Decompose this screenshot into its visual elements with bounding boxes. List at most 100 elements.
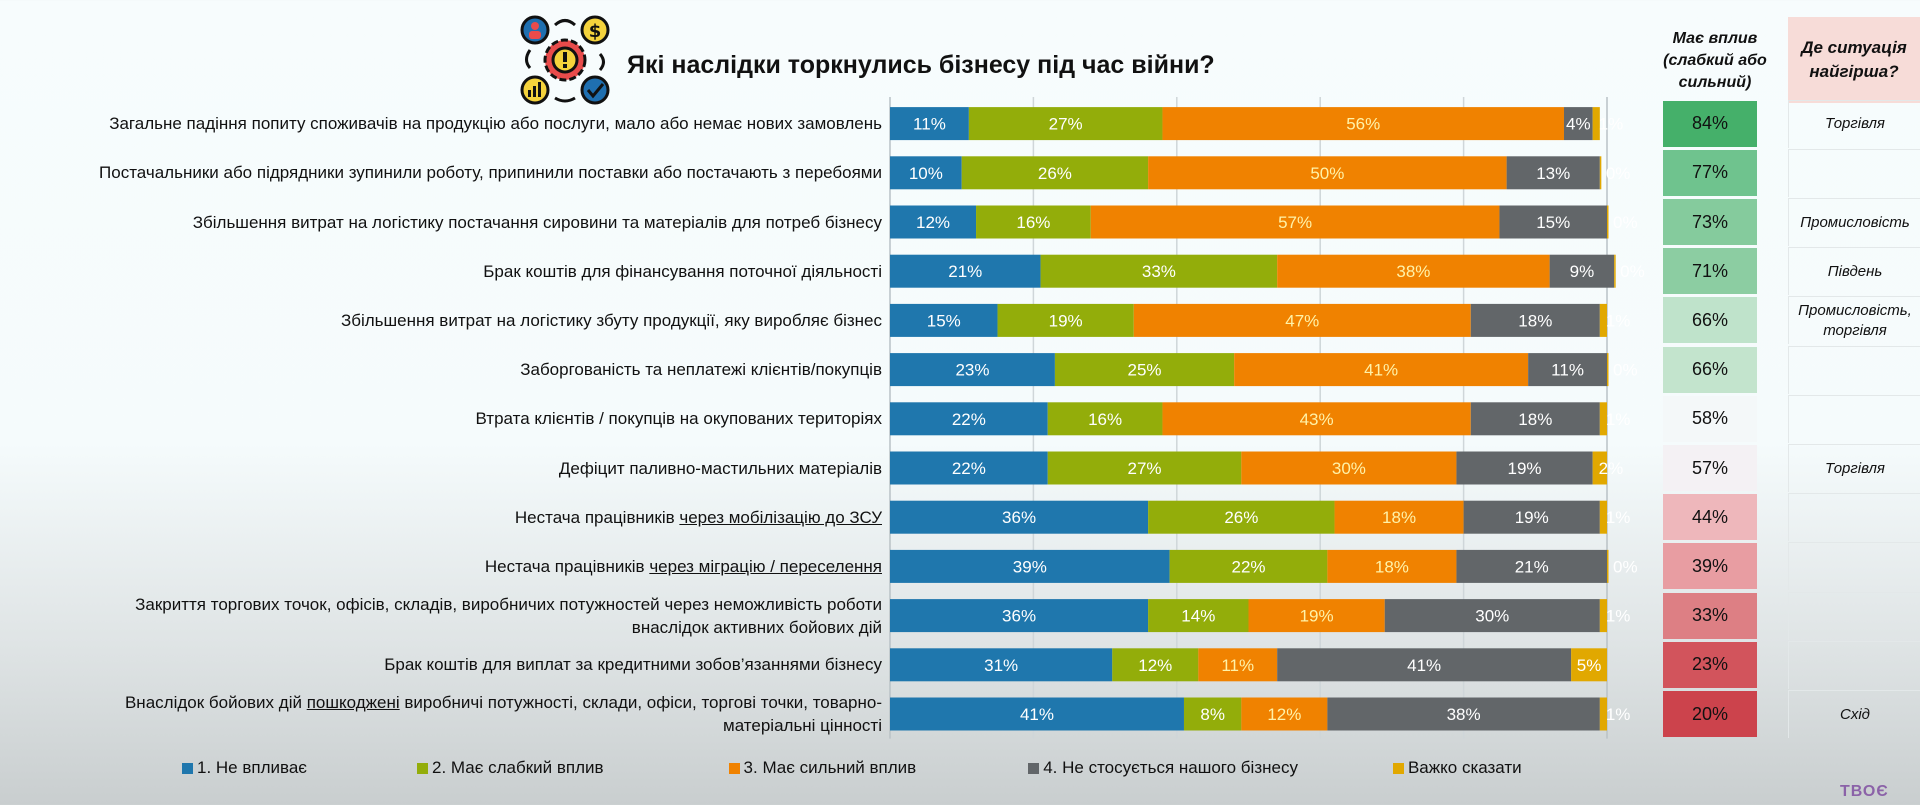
bar-segment bbox=[890, 500, 1149, 534]
bar-segment bbox=[1506, 156, 1600, 190]
bar-segment bbox=[1456, 549, 1607, 583]
impact-value-cell: 23% bbox=[1663, 641, 1757, 688]
bar-value-label: 27% bbox=[1049, 115, 1083, 134]
bar-segment bbox=[1183, 697, 1242, 731]
bar-value-label: 11% bbox=[1221, 656, 1254, 675]
impact-value-cell: 77% bbox=[1663, 149, 1757, 196]
bar-value-label: 43% bbox=[1300, 410, 1334, 429]
bar-segment bbox=[1470, 303, 1600, 337]
business-impact-gear-icon: $ bbox=[520, 15, 610, 105]
bar-segment bbox=[890, 402, 1048, 436]
bar-value-label: 12% bbox=[916, 213, 950, 232]
bar-value-label: 16% bbox=[1088, 410, 1122, 429]
bar-value-label: 0% bbox=[1620, 262, 1645, 281]
worst-region-cell: Торгівля bbox=[1788, 444, 1920, 492]
bar-segment bbox=[1571, 648, 1607, 682]
bar-segment bbox=[1047, 451, 1242, 485]
bar-value-label: 1% bbox=[1606, 508, 1631, 527]
bar-value-label: 4% bbox=[1566, 115, 1591, 134]
bar-segment bbox=[1563, 107, 1593, 141]
worst-region-cell: Торгівля bbox=[1788, 99, 1920, 148]
bar-segment bbox=[976, 205, 1091, 239]
bar-segment bbox=[1040, 254, 1278, 288]
bar-segment bbox=[890, 303, 998, 337]
bar-segment bbox=[1241, 697, 1328, 731]
category-label: Брак коштів для фінансування поточної ді… bbox=[483, 261, 882, 281]
bar-value-label: 1% bbox=[1606, 607, 1631, 626]
worst-region-cell bbox=[1788, 542, 1920, 591]
bar-value-label: 2% bbox=[1599, 459, 1624, 478]
bar-value-label: 36% bbox=[1002, 607, 1036, 626]
category-label: Нестача працівників через мобілізацію до… bbox=[514, 507, 882, 527]
worst-region-cell: Промисловість bbox=[1788, 198, 1920, 246]
bar-segment bbox=[1592, 107, 1600, 141]
legend-label: 2. Має слабкий вплив bbox=[431, 758, 604, 777]
impact-value-cell: 39% bbox=[1663, 543, 1757, 590]
bar-segment bbox=[1599, 156, 1602, 190]
category-label: Дефіцит паливно-мастильних матеріалів bbox=[558, 458, 882, 478]
bar-value-label: 18% bbox=[1518, 410, 1552, 429]
bar-value-label: 50% bbox=[1310, 164, 1344, 183]
bar-value-label: 41% bbox=[1020, 705, 1054, 724]
bar-segment bbox=[890, 254, 1041, 288]
impact-value-cell: 84% bbox=[1663, 100, 1757, 147]
bar-value-label: 21% bbox=[948, 262, 982, 281]
legend-swatch-icon bbox=[1028, 762, 1040, 774]
bar-value-label: 15% bbox=[1536, 213, 1570, 232]
bar-value-label: 0% bbox=[1613, 361, 1638, 380]
impact-value-cell: 73% bbox=[1663, 199, 1757, 245]
bar-value-label: 25% bbox=[1128, 361, 1162, 380]
bar-segment bbox=[1047, 402, 1163, 436]
impact-value-cell: 71% bbox=[1663, 248, 1757, 295]
bar-segment bbox=[1607, 205, 1609, 239]
bar-segment bbox=[1090, 205, 1500, 239]
bar-value-label: 19% bbox=[1508, 459, 1542, 478]
bar-segment bbox=[1599, 697, 1607, 731]
legend-item: 4. Не стосується нашого бізнесу bbox=[1028, 758, 1298, 778]
bar-segment bbox=[1277, 648, 1572, 682]
bar-value-label: 12% bbox=[1267, 705, 1301, 724]
legend-swatch-icon bbox=[182, 762, 193, 774]
bar-value-label: 16% bbox=[1016, 213, 1050, 232]
bar-value-label: 22% bbox=[952, 459, 986, 478]
bar-segment bbox=[1234, 353, 1529, 387]
bar-value-label: 30% bbox=[1332, 459, 1366, 478]
bar-segment bbox=[1198, 648, 1278, 682]
bar-value-label: 0% bbox=[1613, 557, 1638, 576]
bar-segment bbox=[1470, 402, 1600, 436]
legend-label: Важко сказати bbox=[1407, 758, 1522, 777]
bar-value-label: 11% bbox=[913, 115, 946, 134]
category-label: Постачальники або підрядники зупинили ро… bbox=[99, 163, 882, 183]
worst-region-cell bbox=[1788, 148, 1920, 197]
bar-value-label: 15% bbox=[927, 311, 961, 330]
bar-segment bbox=[1456, 451, 1593, 485]
bar-value-label: 56% bbox=[1346, 115, 1380, 134]
impact-value-cell: 57% bbox=[1663, 445, 1757, 491]
bar-segment bbox=[890, 648, 1113, 682]
bar-value-label: 9% bbox=[1570, 262, 1595, 281]
impact-value-cell: 33% bbox=[1663, 592, 1757, 639]
bar-segment bbox=[1549, 254, 1615, 288]
bar-value-label: 18% bbox=[1375, 557, 1409, 576]
svg-text:$: $ bbox=[589, 21, 602, 42]
worst-region-cell bbox=[1788, 394, 1920, 443]
bar-segment bbox=[1277, 254, 1550, 288]
bar-value-label: 1% bbox=[1606, 311, 1631, 330]
bar-segment bbox=[890, 107, 969, 141]
bar-segment bbox=[1327, 549, 1457, 583]
impact-value-cell: 20% bbox=[1663, 691, 1757, 737]
bar-value-label: 18% bbox=[1382, 508, 1416, 527]
worst-column-header: Де ситуація найгірша? bbox=[1788, 17, 1920, 103]
bar-segment bbox=[1162, 402, 1471, 436]
bar-segment bbox=[890, 353, 1055, 387]
bar-value-label: 0% bbox=[1613, 213, 1638, 232]
bar-value-label: 1% bbox=[1606, 705, 1631, 724]
category-label: Брак коштів для виплат за кредитними зоб… bbox=[384, 655, 882, 675]
bar-segment bbox=[1599, 599, 1607, 633]
legend-swatch-icon bbox=[416, 762, 428, 774]
worst-region-cell: Південь bbox=[1788, 247, 1920, 296]
bar-value-label: 33% bbox=[1142, 262, 1176, 281]
bar-value-label: 57% bbox=[1278, 213, 1312, 232]
impact-column-header: Має вплив (слабкий або сильний) bbox=[1663, 30, 1767, 91]
